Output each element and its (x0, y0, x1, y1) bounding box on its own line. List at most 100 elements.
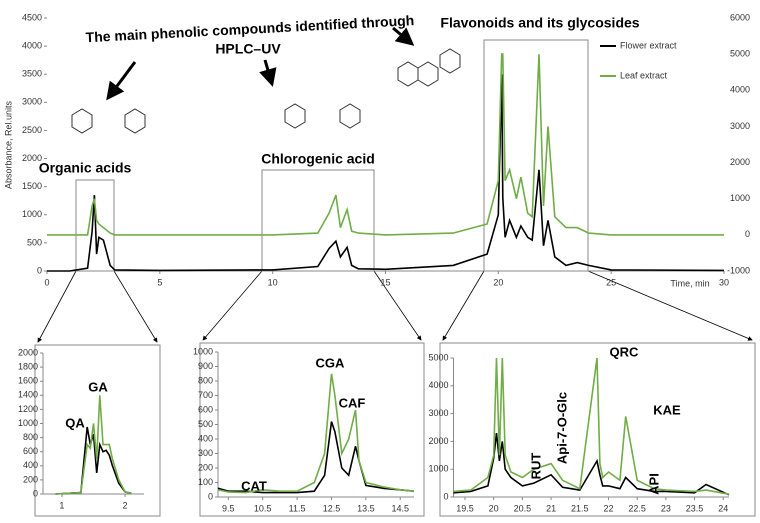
annotation: CGA (316, 355, 346, 370)
y-tick-label: 400 (198, 433, 213, 443)
y2-tick-label: 4000 (730, 85, 750, 95)
y2-tick-label: -1000 (727, 265, 750, 275)
inset-frame (199, 342, 425, 517)
inset-frame (34, 344, 161, 517)
series-line (47, 74, 725, 272)
arrow (259, 59, 277, 87)
annotation: API (646, 473, 661, 495)
x-tick-label: 14.5 (391, 503, 409, 513)
annotation: Chlorogenic acid (261, 151, 375, 167)
molecule (339, 103, 361, 129)
x-tick-label: 22 (603, 503, 613, 513)
y-tick-label: 1200 (18, 404, 38, 414)
series-line (453, 433, 730, 496)
x-tick-label: 30 (719, 277, 729, 287)
molecule (397, 61, 419, 87)
x-axis-label: Time, min (670, 278, 709, 288)
y2-tick-label: 0 (745, 229, 750, 239)
x-tick-label: 20 (493, 277, 503, 287)
x-tick-label: 20.5 (514, 503, 532, 513)
connector (373, 270, 422, 341)
y-tick-label: 2500 (22, 125, 42, 135)
y-tick-label: 800 (23, 432, 38, 442)
y-tick-label: 4000 (22, 40, 42, 50)
x-tick-label: 24 (718, 503, 728, 513)
x-tick-label: 10 (268, 277, 278, 287)
y-tick-label: 1800 (18, 361, 38, 371)
y-tick-label: 600 (23, 446, 38, 456)
x-tick-label: 10.5 (254, 503, 272, 513)
y-tick-label: 1000 (428, 464, 448, 474)
y-tick-label: 200 (198, 462, 213, 472)
y-tick-label: 0 (443, 491, 448, 501)
y-tick-label: 1000 (18, 418, 38, 428)
y-tick-label: 1400 (18, 390, 38, 400)
annotation: RUT (528, 453, 543, 480)
decor (34, 26, 756, 517)
series-line (47, 53, 724, 236)
y-tick-label: 300 (198, 448, 213, 458)
annotation: Flavonoids and its glycosides (440, 15, 639, 31)
connector (113, 270, 158, 343)
y-tick-label: 400 (23, 460, 38, 470)
x-tick-label: 5 (157, 277, 162, 287)
series-line (217, 373, 415, 494)
y-tick-label: 4000 (428, 380, 448, 390)
connector (202, 270, 263, 341)
x-tick-label: 21.5 (571, 503, 589, 513)
annotation: QA (65, 415, 85, 430)
y-tick-label: 3000 (22, 97, 42, 107)
y-tick-label: 100 (198, 477, 213, 487)
series-line (217, 421, 415, 494)
y-tick-label: 1000 (22, 209, 42, 219)
inset-frame (439, 342, 756, 517)
x-tick-label: 2 (123, 500, 128, 510)
x-tick-label: 19.5 (456, 503, 474, 513)
y-tick-label: 0 (33, 488, 38, 498)
series-line (453, 357, 730, 495)
y-tick-label: 0 (37, 265, 42, 275)
molecule (439, 48, 461, 74)
x-tick-label: 12.5 (323, 503, 341, 513)
x-tick-label: 22.5 (628, 503, 646, 513)
series-line (55, 395, 132, 495)
y-tick-label: 700 (198, 390, 213, 400)
y-tick-label: 600 (198, 404, 213, 414)
y2-tick-label: 3000 (730, 121, 750, 131)
x-tick-label: 20 (489, 503, 499, 513)
y-tick-label: 3500 (22, 69, 42, 79)
x-tick-label: 25 (606, 277, 616, 287)
molecule (124, 108, 146, 134)
molecule (284, 103, 306, 129)
annotation: Organic acids (39, 160, 132, 176)
x-tick-label: 23 (661, 503, 671, 513)
zoom-box (261, 169, 375, 272)
chart-title: HPLC–UV (215, 41, 281, 57)
x-tick-label: 0 (44, 277, 49, 287)
y2-tick-label: 6000 (730, 12, 750, 22)
connector (442, 270, 485, 341)
x-tick-label: 21 (546, 503, 556, 513)
molecule (71, 108, 93, 134)
y-tick-label: 800 (198, 375, 213, 385)
annotation: KAE (653, 402, 681, 417)
y2-tick-label: 2000 (730, 157, 750, 167)
y-tick-label: 4500 (22, 12, 42, 22)
connector (37, 270, 77, 343)
annotation: CAT (241, 478, 267, 493)
y-tick-label: 900 (198, 361, 213, 371)
connector (587, 270, 753, 341)
y-axis-label: Absorbance, Rel.units (3, 100, 13, 189)
y-tick-label: 1600 (18, 376, 38, 386)
arrow (392, 26, 415, 46)
y-tick-label: 2000 (428, 436, 448, 446)
legend-label: Leaf extract (620, 70, 668, 80)
y2-tick-label: 5000 (730, 49, 750, 59)
legend-label: Flower extract (620, 40, 677, 50)
molecule (417, 61, 439, 87)
y-tick-label: 0 (208, 491, 213, 501)
y-tick-label: 2000 (22, 153, 42, 163)
series-line (55, 426, 132, 495)
x-tick-label: 23.5 (686, 503, 704, 513)
